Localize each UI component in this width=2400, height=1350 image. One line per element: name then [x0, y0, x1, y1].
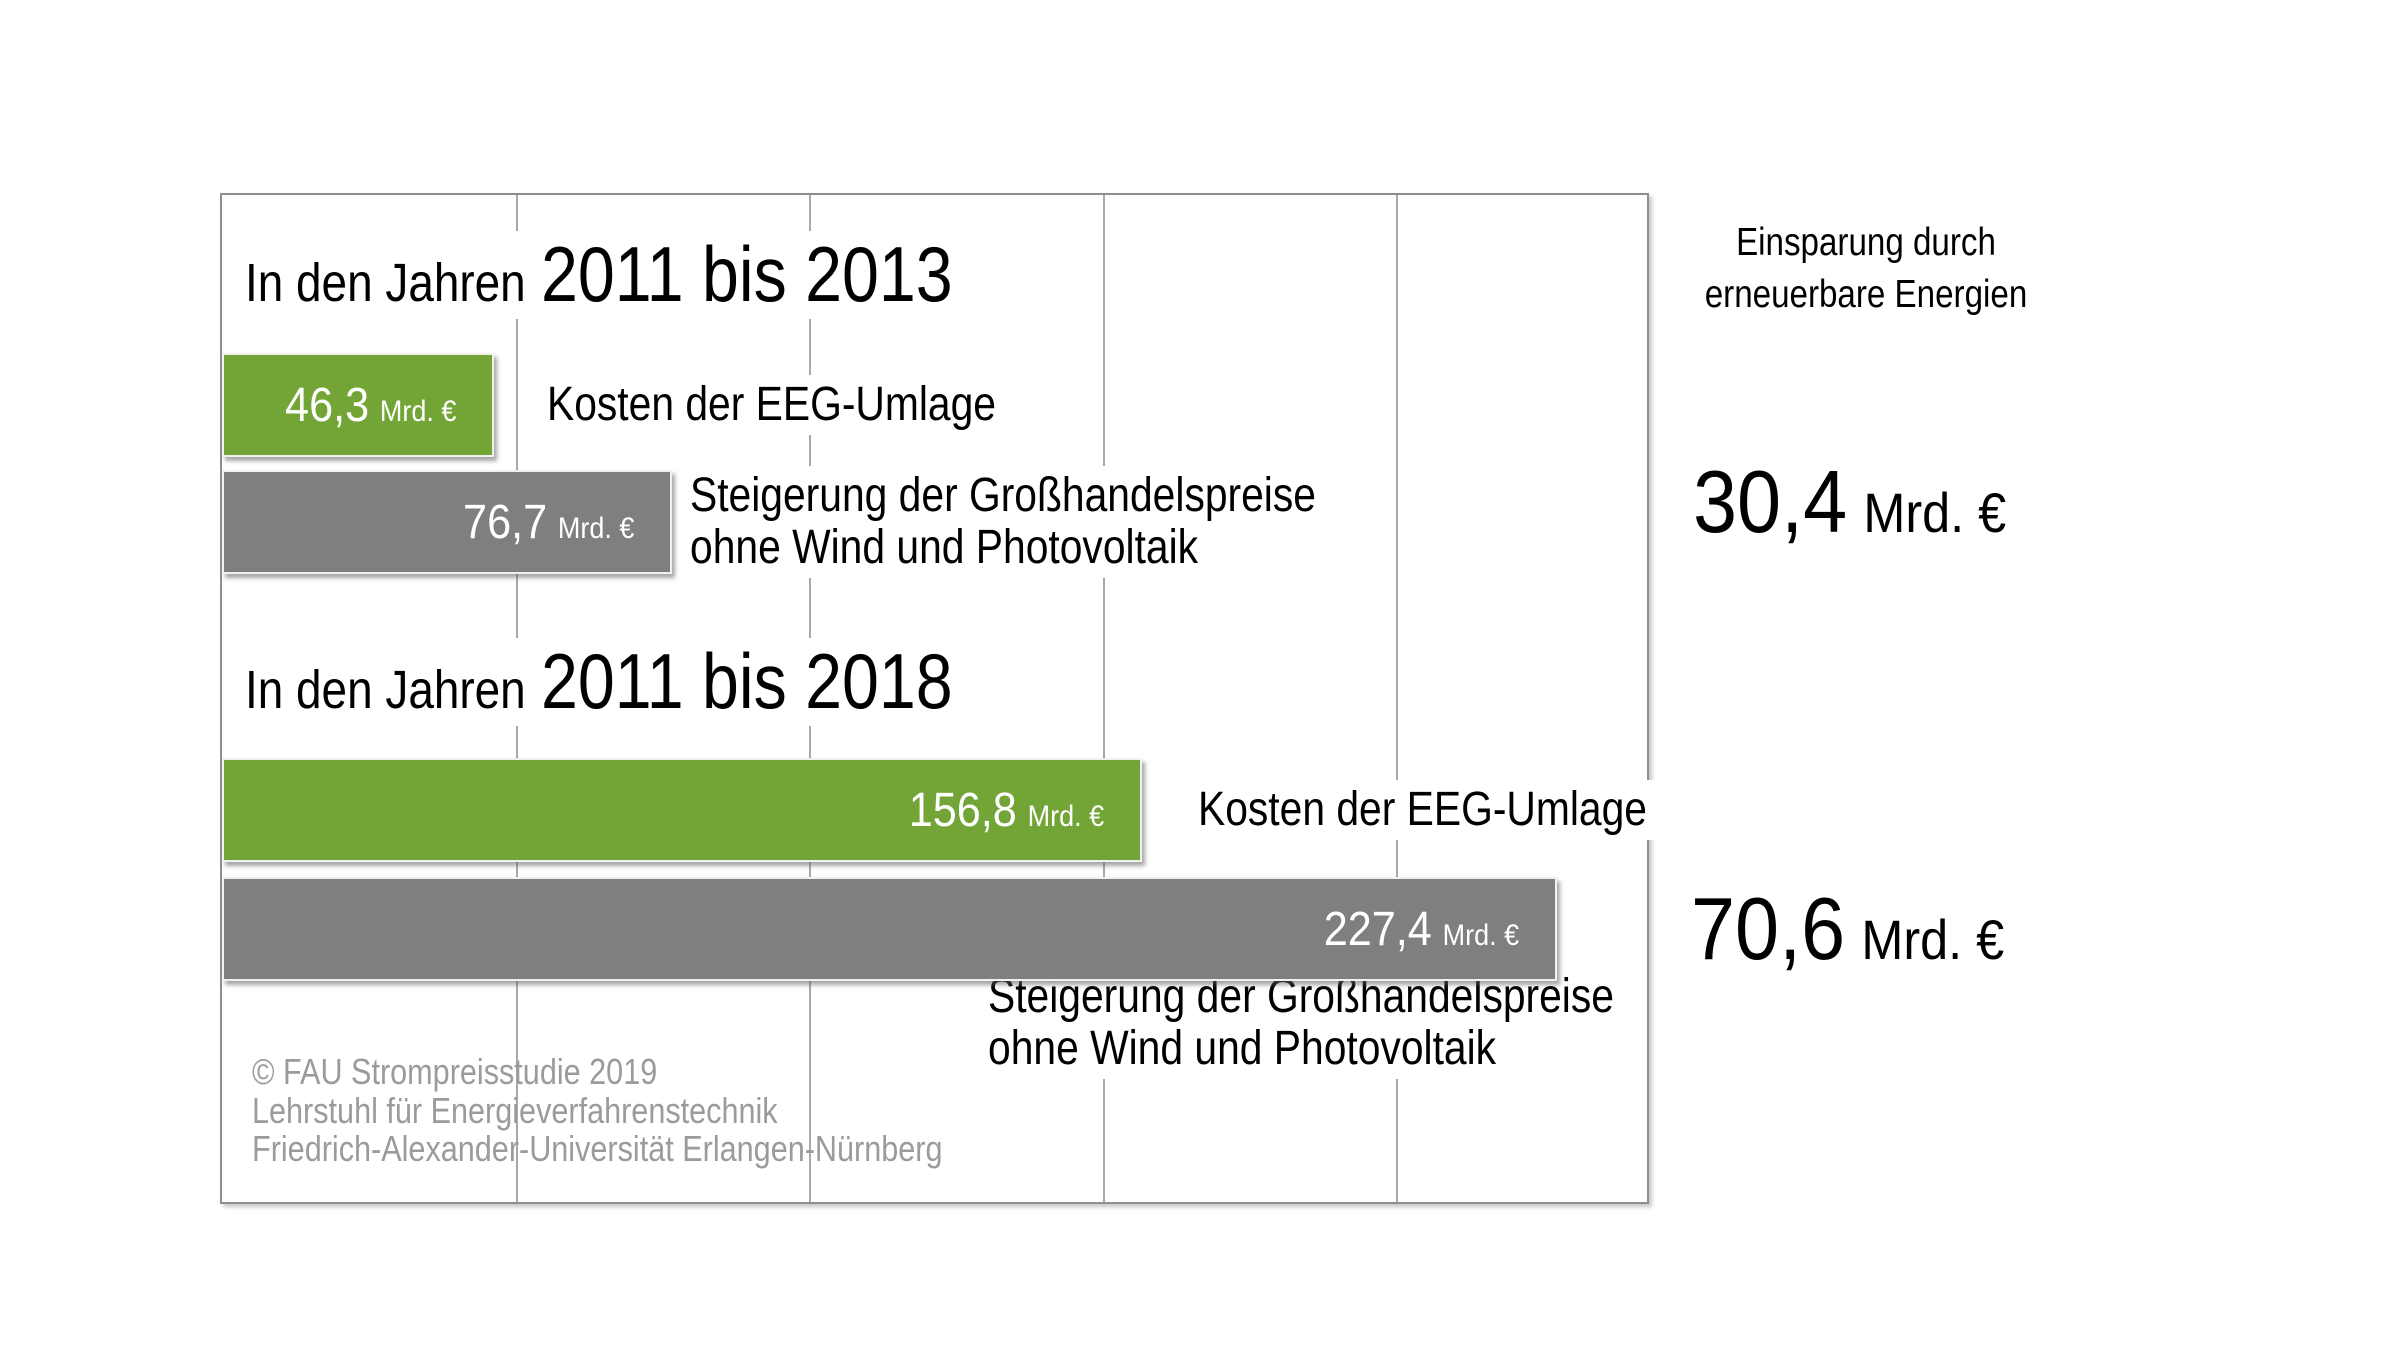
title-prefix: In den Jahren — [245, 253, 526, 313]
copyright-line: Friedrich-Alexander-Universität Erlangen… — [252, 1128, 943, 1169]
bar-label-grosshandel-2011-2013: Steigerung der Großhandelspreise ohne Wi… — [690, 466, 1332, 578]
savings-header-line: erneuerbare Energien — [1704, 273, 2028, 316]
bar-label-line: ohne Wind und Photovoltaik — [988, 1022, 1497, 1075]
gridline — [1103, 195, 1105, 1202]
copyright-line: Lehrstuhl für Energieverfahrenstechnik — [252, 1089, 778, 1131]
saving-amount-2011-2013: 30,4 Mrd. € — [1693, 458, 2006, 546]
bar-label-grosshandel-2011-2018: Steigerung der Großhandelspreise ohne Wi… — [988, 967, 1630, 1079]
bar-unit: Mrd. € — [1442, 918, 1519, 952]
savings-header: Einsparung durch erneuerbare Energien — [1674, 217, 2058, 321]
bar-unit: Mrd. € — [379, 394, 456, 428]
saving-amount-2011-2018: 70,6 Mrd. € — [1691, 885, 2004, 973]
saving-unit: Mrd. € — [1861, 908, 2005, 971]
bar-value: 46,3 — [284, 378, 369, 432]
bar-value-label: 76,7 Mrd. € — [463, 495, 634, 550]
title-years: 2011 bis 2018 — [541, 637, 953, 725]
plot-frame: In den Jahren 2011 bis 2013 46,3 Mrd. € Ko… — [220, 193, 1663, 1204]
saving-unit: Mrd. € — [1863, 481, 2007, 544]
bar-unit: Mrd. € — [1027, 799, 1104, 833]
bar-value-label: 227,4 Mrd. € — [1324, 902, 1519, 957]
bar-value: 227,4 — [1323, 902, 1432, 956]
bar-grosshandelspreise-2011-2013: 76,7 Mrd. € — [222, 470, 672, 574]
section-title-2011-2013: In den Jahren 2011 bis 2013 — [245, 230, 974, 319]
copyright-line: © FAU Strompreisstudie 2019 — [252, 1051, 658, 1092]
savings-header-line: Einsparung durch — [1736, 221, 1996, 264]
bar-eeg-umlage-2011-2018: 156,8 Mrd. € — [222, 758, 1142, 862]
bar-label-line: ohne Wind und Photovoltaik — [690, 521, 1199, 574]
copyright-note: © FAU Strompreisstudie 2019 Lehrstuhl fü… — [252, 1051, 943, 1169]
bar-value: 156,8 — [908, 783, 1017, 837]
bar-label-line: Kosten der EEG-Umlage — [1198, 783, 1647, 836]
bar-label-line: Kosten der EEG-Umlage — [547, 378, 996, 431]
section-title-2011-2018: In den Jahren 2011 bis 2018 — [245, 637, 974, 726]
bar-grosshandelspreise-2011-2018: 227,4 Mrd. € — [222, 877, 1557, 981]
bar-value-label: 156,8 Mrd. € — [909, 783, 1104, 838]
gridline — [1396, 195, 1398, 1202]
bar-value: 76,7 — [462, 495, 547, 549]
saving-value: 70,6 — [1691, 879, 1846, 978]
bar-label-eeg-2011-2018: Kosten der EEG-Umlage — [1198, 780, 1663, 840]
bar-unit: Mrd. € — [557, 511, 634, 545]
bar-label-line: Steigerung der Großhandelspreise — [690, 469, 1316, 522]
title-years: 2011 bis 2013 — [541, 230, 953, 318]
bar-label-eeg-2011-2013: Kosten der EEG-Umlage — [547, 375, 1012, 435]
bar-value-label: 46,3 Mrd. € — [285, 378, 456, 433]
bar-eeg-umlage-2011-2013: 46,3 Mrd. € — [222, 353, 494, 457]
saving-value: 30,4 — [1693, 452, 1848, 551]
title-prefix: In den Jahren — [245, 660, 526, 720]
